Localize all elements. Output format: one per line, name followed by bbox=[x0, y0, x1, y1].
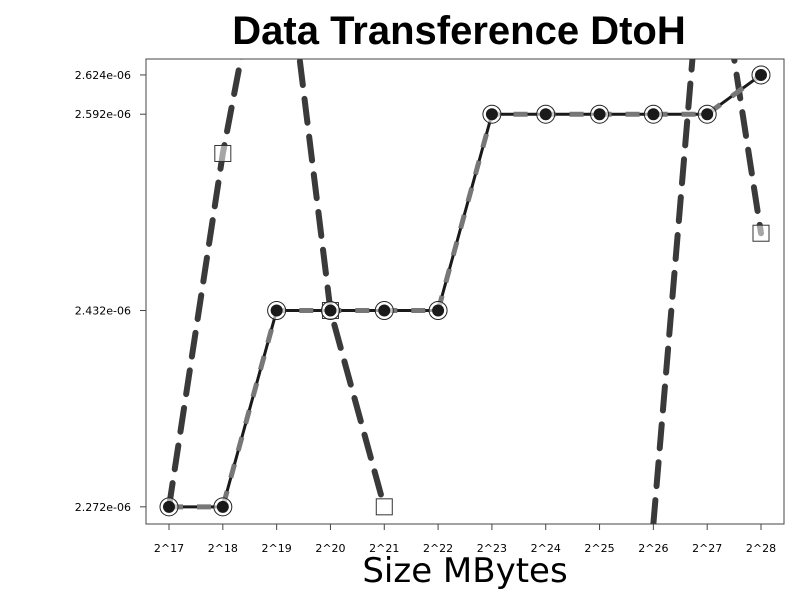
marker-layer bbox=[159, 65, 771, 517]
x-tick-label: 2^26 bbox=[638, 542, 668, 555]
square-marker bbox=[752, 224, 770, 242]
x-axis-label: Size MBytes bbox=[362, 551, 567, 591]
x-tick-label: 2^28 bbox=[746, 542, 776, 555]
y-tick-label: 2.624e-06 bbox=[75, 69, 131, 82]
x-tick-label: 2^17 bbox=[154, 542, 184, 555]
dashed-series-line-2 bbox=[650, 59, 764, 524]
square-marker bbox=[214, 144, 232, 162]
circle-marker bbox=[324, 304, 337, 317]
x-tick-label: 2^23 bbox=[477, 542, 507, 555]
chart-title: Data Transference DtoH bbox=[232, 9, 685, 53]
circle-marker bbox=[432, 304, 445, 317]
x-tick-label: 2^25 bbox=[584, 542, 614, 555]
x-tick-label: 2^19 bbox=[262, 542, 292, 555]
y-axis: 2.272e-06 2.432e-06 2.592e-06 2.624e-06 bbox=[75, 69, 147, 514]
circle-marker bbox=[163, 500, 175, 513]
x-tick-label: 2^22 bbox=[423, 542, 453, 555]
y-tick-label: 2.272e-06 bbox=[75, 501, 131, 514]
x-tick-label: 2^20 bbox=[315, 542, 345, 555]
circle-marker bbox=[593, 108, 606, 121]
circle-marker bbox=[647, 108, 660, 121]
x-tick-label: 2^21 bbox=[369, 542, 399, 555]
circle-marker bbox=[378, 304, 391, 317]
x-tick-label: 2^24 bbox=[531, 542, 561, 555]
circle-marker bbox=[485, 108, 498, 121]
circle-marker bbox=[539, 108, 552, 121]
y-tick-label: 2.432e-06 bbox=[75, 305, 131, 318]
y-tick-label: 2.592e-06 bbox=[75, 108, 131, 121]
square-marker bbox=[375, 498, 393, 516]
circle-marker bbox=[216, 500, 229, 513]
circle-marker bbox=[701, 108, 714, 121]
circle-marker bbox=[270, 304, 283, 317]
x-axis: 2^17 2^18 2^19 2^20 2^21 2^22 2^23 2^24 2^25 2^26… bbox=[154, 524, 776, 555]
series-layer bbox=[166, 59, 764, 524]
dashed-series-line-1 bbox=[166, 59, 388, 510]
x-tick-label: 2^18 bbox=[208, 542, 238, 555]
x-tick-label: 2^27 bbox=[692, 542, 722, 555]
circle-marker bbox=[755, 68, 767, 81]
